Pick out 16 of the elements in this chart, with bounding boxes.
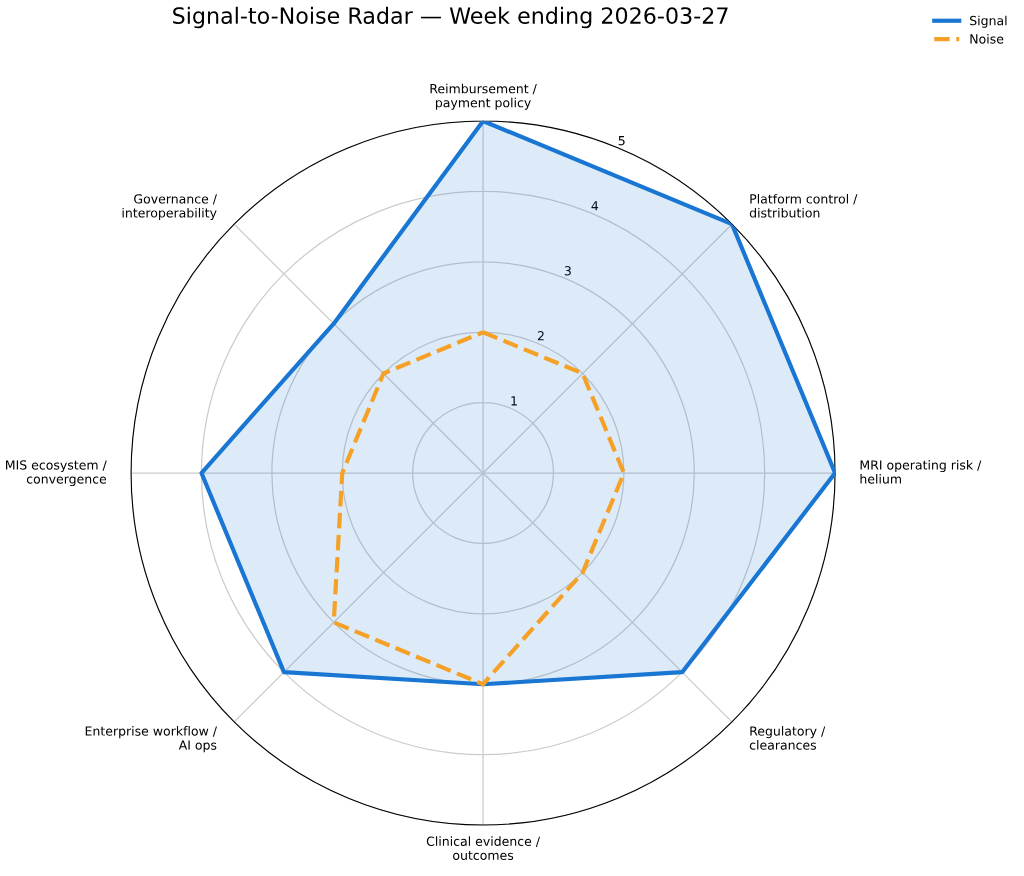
chart-title: Signal-to-Noise Radar — Week ending 2026-03-27 — [173, 6, 728, 29]
spoke-label: MRI operating risk / helium — [860, 459, 982, 484]
y-tick-label: 4 — [591, 201, 599, 211]
spoke-label: Clinical evidence / outcomes — [426, 836, 541, 860]
y-tick-label: 1 — [511, 396, 517, 406]
legend-label: Signal — [970, 15, 1007, 28]
spoke-label: Enterprise workflow / AI ops — [85, 726, 217, 753]
spoke-label: Governance / interoperability — [122, 194, 217, 220]
y-tick-label: 3 — [564, 266, 571, 276]
spoke-label: MIS ecosystem / convergence — [6, 460, 107, 487]
spoke-label: Platform control / distribution — [749, 193, 858, 218]
y-tick-label: 2 — [537, 331, 544, 341]
legend-label: Noise — [970, 33, 1004, 44]
spoke-label: Regulatory / clearances — [749, 726, 826, 750]
spoke-label: Reimbursement / payment policy — [430, 83, 537, 110]
y-tick-label: 5 — [618, 136, 625, 146]
